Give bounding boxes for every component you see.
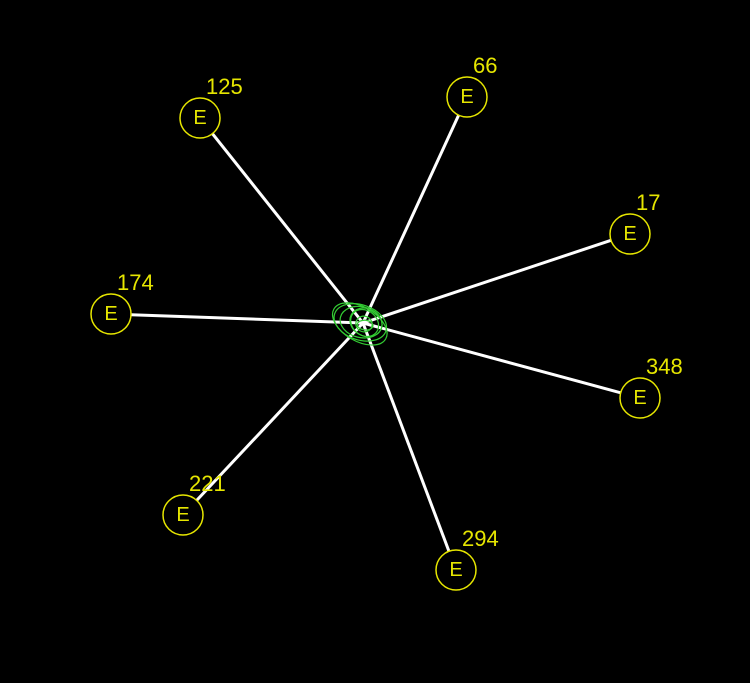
node-glyph: E bbox=[193, 107, 206, 129]
node: E bbox=[163, 495, 203, 535]
edge bbox=[363, 323, 449, 551]
edge bbox=[197, 323, 363, 500]
node-glyph: E bbox=[176, 504, 189, 526]
node-glyph: E bbox=[460, 86, 473, 108]
node: E bbox=[436, 550, 476, 590]
node-glyph: E bbox=[633, 387, 646, 409]
node: E bbox=[180, 98, 220, 138]
edge bbox=[363, 323, 621, 393]
edge bbox=[131, 315, 363, 323]
node: E bbox=[610, 214, 650, 254]
edge bbox=[212, 134, 363, 323]
diagram-stage: EEEEEEE 6612517174348221294 bbox=[0, 0, 750, 683]
node-glyph: E bbox=[623, 223, 636, 245]
node: E bbox=[447, 77, 487, 117]
node: E bbox=[91, 294, 131, 334]
node-glyph: E bbox=[449, 559, 462, 581]
diagram-svg: E E E E E E E bbox=[0, 0, 750, 683]
edge bbox=[363, 115, 459, 323]
node-glyph: E bbox=[104, 303, 117, 325]
node: E bbox=[620, 378, 660, 418]
edge bbox=[363, 240, 611, 323]
